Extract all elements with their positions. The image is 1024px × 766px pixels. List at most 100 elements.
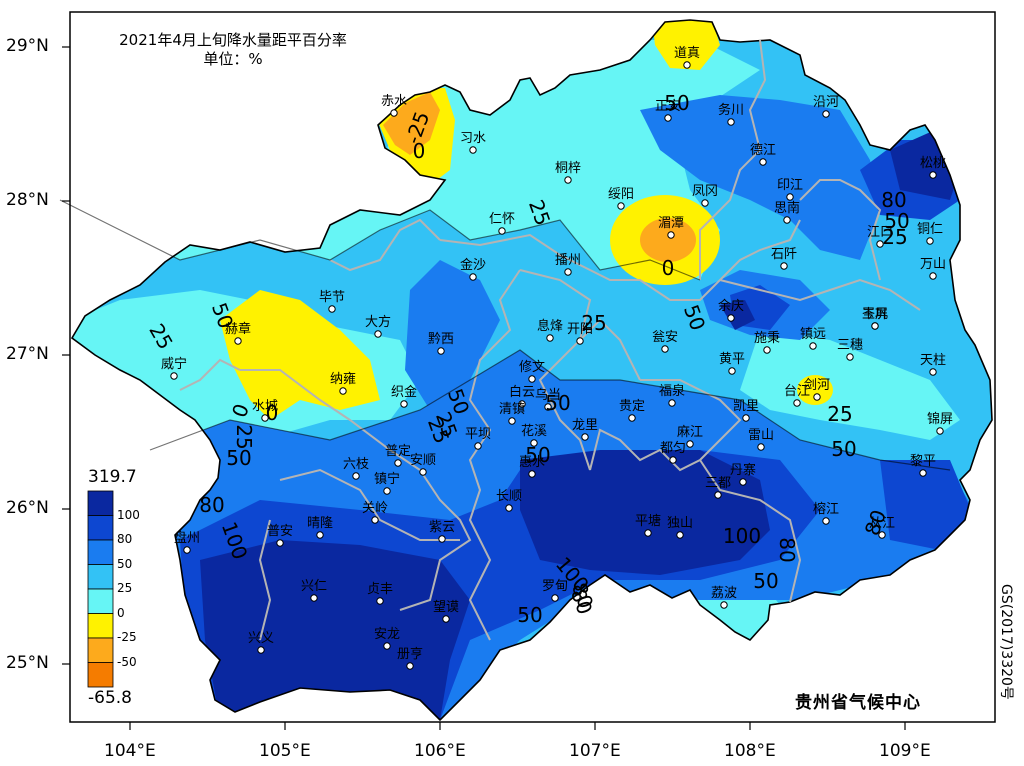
station-17: 万山 — [920, 257, 946, 280]
station-marker — [661, 345, 669, 353]
station-marker — [406, 662, 414, 670]
station-label: 丹寨 — [730, 462, 756, 478]
contour-label: 25 — [882, 225, 907, 249]
station-label: 播州 — [555, 253, 581, 268]
station-20: 石阡 — [771, 247, 797, 270]
station-marker — [544, 403, 552, 411]
zone-50-80-qianxi — [405, 260, 500, 410]
station-81: 册亨 — [397, 646, 423, 670]
legend-tick-m25: -25 — [117, 630, 137, 644]
station-marker — [276, 539, 284, 547]
contour-label: 50 — [753, 569, 778, 593]
station-37: 黄平 — [719, 352, 745, 375]
axis-ticks — [62, 46, 906, 730]
legend-swatch-0-25 — [87, 588, 114, 614]
contour-label: 0 — [266, 401, 279, 425]
station-marker — [394, 459, 402, 467]
station-label: 江口 — [867, 225, 893, 240]
station-label: 务川 — [718, 102, 744, 118]
station-label: 石阡 — [771, 247, 797, 262]
station-label: 织金 — [391, 384, 417, 400]
station-marker — [498, 227, 506, 235]
station-marker — [352, 472, 360, 480]
station-marker — [683, 61, 691, 69]
station-label: 黔西 — [428, 332, 454, 347]
station-marker — [383, 642, 391, 650]
station-marker — [822, 110, 830, 118]
station-label: 盘州 — [174, 530, 200, 546]
lat-label-25: 25°N — [6, 653, 49, 673]
station-label: 绥阳 — [608, 187, 634, 202]
station-73: 盘州 — [174, 530, 200, 554]
station-label: 平坝 — [465, 427, 491, 442]
station-label: 湄潭 — [658, 216, 684, 231]
station-label: 镇宁 — [374, 471, 400, 487]
station-marker — [701, 199, 709, 207]
zone-50-80-ne — [640, 95, 880, 260]
station-label: 道真 — [674, 46, 700, 61]
station-43: 清镇 — [499, 402, 525, 425]
station-label: 龙里 — [572, 418, 598, 433]
contour-label: 25 — [232, 424, 256, 449]
station-72: 从江 — [869, 516, 895, 539]
legend-max-value: 319.7 — [88, 467, 137, 487]
station-label: 万山 — [920, 257, 946, 272]
station-marker — [878, 531, 886, 539]
station-14: 仁怀 — [489, 212, 515, 235]
station-marker — [822, 517, 830, 525]
station-label: 习水 — [460, 131, 486, 146]
station-label: 余庆 — [718, 298, 744, 314]
station-marker — [727, 314, 735, 322]
station-44: 贵定 — [619, 399, 645, 422]
station-label: 福泉 — [659, 383, 685, 399]
lon-label-107: 107°E — [569, 741, 621, 761]
legend-swatch-m25-0 — [87, 613, 114, 639]
lon-label-108: 108°E — [724, 741, 776, 761]
station-70: 独山 — [667, 516, 693, 539]
zone-80-100-liping — [880, 460, 975, 550]
station-65: 三都 — [705, 476, 731, 499]
station-marker — [474, 442, 482, 450]
contour-label: 80 — [881, 188, 906, 212]
legend-swatch-25-50 — [87, 564, 114, 590]
station-marker — [518, 400, 526, 408]
zone-neg25-0-hezhang — [220, 290, 380, 420]
station-10: 凤冈 — [692, 184, 718, 207]
station-marker — [628, 414, 636, 422]
station-label: 仁怀 — [489, 212, 515, 227]
station-4: 务川 — [718, 102, 744, 126]
station-marker — [783, 216, 791, 224]
station-label: 岑巩 — [862, 307, 888, 322]
station-marker — [339, 387, 347, 395]
station-marker — [551, 594, 559, 602]
contour-label: 80 — [199, 493, 224, 517]
contour-label: 80 — [775, 537, 799, 562]
station-marker — [469, 273, 477, 281]
station-label: 铜仁 — [917, 222, 943, 237]
station-11: 印江 — [777, 178, 803, 201]
station-77: 荔波 — [711, 586, 737, 609]
station-label: 天柱 — [920, 353, 946, 368]
station-42: 福泉 — [659, 383, 685, 407]
station-66: 普安 — [267, 524, 293, 547]
zone-neg50-neg25-chishui — [383, 92, 440, 155]
station-5: 沿河 — [813, 95, 839, 118]
lat-label-29: 29°N — [6, 36, 49, 56]
station-marker — [739, 478, 747, 486]
station-46: 剑河 — [804, 377, 830, 401]
zone-gt100-sw — [200, 540, 470, 720]
station-marker — [644, 529, 652, 537]
station-label: 白云 — [509, 384, 535, 400]
station-marker — [564, 268, 572, 276]
station-marker — [714, 491, 722, 499]
station-label: 沿河 — [813, 95, 839, 110]
station-59: 丹寨 — [730, 462, 756, 486]
station-marker — [374, 330, 382, 338]
station-18: 金沙 — [460, 257, 486, 281]
station-19: 播州 — [555, 253, 581, 276]
station-45: 凯里 — [733, 399, 759, 422]
station-marker — [876, 240, 884, 248]
station-label: 凯里 — [733, 399, 759, 414]
station-label: 安龙 — [374, 627, 400, 642]
